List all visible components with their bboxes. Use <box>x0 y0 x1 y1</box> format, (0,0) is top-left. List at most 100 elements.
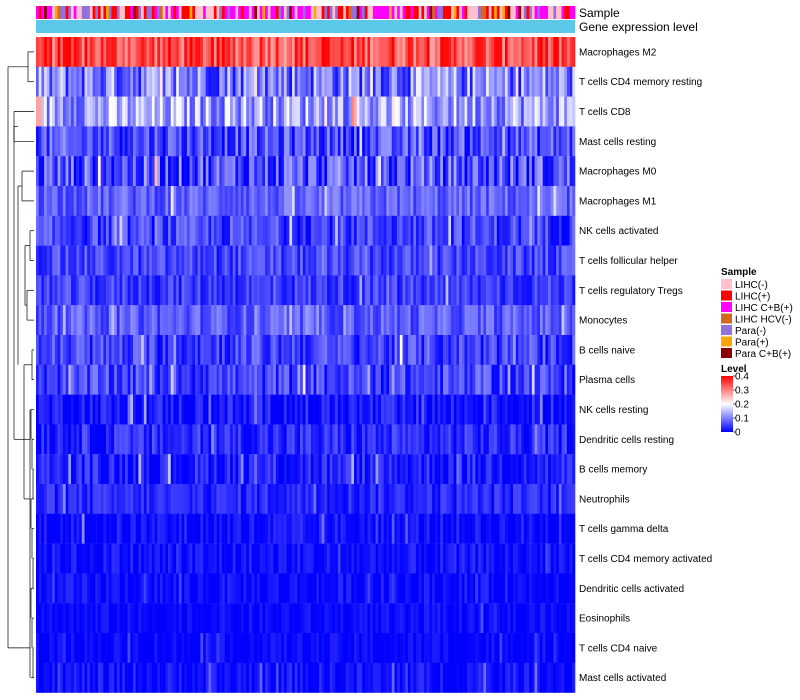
heatmap-cell <box>456 186 460 216</box>
heatmap-cell <box>300 454 304 485</box>
heatmap-cell <box>526 513 530 544</box>
heatmap-cell <box>281 245 285 276</box>
heatmap-cell <box>383 186 387 216</box>
heatmap-cell <box>154 633 158 663</box>
heatmap-cell <box>469 186 473 216</box>
heatmap-cell <box>351 126 355 157</box>
heatmap-cell <box>491 305 495 336</box>
sample-annotation-cell <box>510 6 514 19</box>
heatmap-cell <box>502 186 506 216</box>
heatmap-cell <box>429 96 433 127</box>
sample-legend-swatch <box>721 302 732 312</box>
sample-annotation-cell <box>151 6 155 19</box>
heatmap-cell <box>526 275 530 306</box>
heatmap-cell <box>496 37 500 67</box>
level-legend-tick-label: 0 <box>735 428 741 439</box>
heatmap-cell <box>542 424 546 455</box>
heatmap-cell <box>345 513 349 544</box>
heatmap-cell <box>329 424 333 455</box>
heatmap-cell <box>472 186 476 216</box>
sample-annotation-cell <box>41 6 45 19</box>
heatmap-cell <box>348 364 352 395</box>
heatmap-cell <box>394 275 398 306</box>
heatmap-cell <box>127 603 131 634</box>
sample-annotation-cell <box>168 6 172 19</box>
heatmap-cell <box>340 454 344 485</box>
heatmap-cell <box>270 335 274 365</box>
heatmap-cell <box>327 335 331 365</box>
heatmap-cell <box>60 66 64 97</box>
heatmap-cell <box>162 335 166 365</box>
heatmap-cell <box>36 662 39 693</box>
heatmap-cell <box>219 335 223 365</box>
heatmap-cell <box>483 37 487 67</box>
heatmap-cell <box>572 186 576 216</box>
heatmap-cell <box>111 305 115 336</box>
heatmap-cell <box>354 424 357 455</box>
heatmap-cell <box>340 126 344 157</box>
heatmap-cell <box>432 633 436 663</box>
heatmap-cell <box>499 275 503 306</box>
heatmap-cell <box>243 126 247 157</box>
heatmap-cell <box>424 364 428 395</box>
heatmap-cell <box>472 454 476 485</box>
heatmap-cell <box>141 305 145 336</box>
heatmap-cell <box>289 633 293 663</box>
heatmap-cell <box>106 662 110 693</box>
heatmap-cell <box>127 245 131 276</box>
heatmap-cell <box>270 245 274 276</box>
heatmap-cell <box>561 335 565 365</box>
heatmap-cell <box>224 662 228 693</box>
heatmap-cell <box>488 245 492 276</box>
heatmap-cell <box>79 275 83 306</box>
heatmap-cell <box>469 215 473 246</box>
heatmap-cell <box>278 454 282 485</box>
heatmap-cell <box>124 186 128 216</box>
heatmap-cell <box>211 186 215 216</box>
heatmap-cell <box>564 186 568 216</box>
heatmap-cell <box>302 245 306 276</box>
heatmap-cell <box>122 186 126 216</box>
heatmap-cell <box>54 394 58 425</box>
heatmap-cell <box>429 424 433 455</box>
heatmap-cell <box>200 513 204 544</box>
heatmap-cell <box>240 543 244 574</box>
heatmap-cell <box>205 364 209 395</box>
heatmap-cell <box>332 96 336 127</box>
heatmap-cell <box>143 454 147 485</box>
heatmap-cell <box>402 543 406 574</box>
heatmap-cell <box>378 543 382 574</box>
heatmap-cell <box>270 454 274 485</box>
heatmap-cell <box>310 335 314 365</box>
heatmap-cell <box>127 126 131 157</box>
heatmap-cell <box>151 186 155 216</box>
heatmap-cell <box>302 424 306 455</box>
heatmap-cell <box>275 335 279 365</box>
heatmap-cell <box>502 66 506 97</box>
heatmap-cell <box>483 335 487 365</box>
heatmap-cell <box>273 215 277 246</box>
heatmap-cell <box>76 513 80 544</box>
heatmap-cell <box>297 215 301 246</box>
heatmap-cell <box>386 215 390 246</box>
heatmap-cell <box>54 156 58 187</box>
heatmap-cell <box>283 603 287 634</box>
heatmap-cell <box>442 633 446 663</box>
heatmap-cell <box>480 543 484 574</box>
heatmap-cell <box>391 633 395 663</box>
heatmap-cell <box>480 573 484 604</box>
heatmap-cell <box>378 633 382 663</box>
heatmap-cell <box>380 573 384 604</box>
heatmap-cell <box>170 662 174 693</box>
heatmap-cell <box>310 394 314 425</box>
heatmap-cell <box>561 37 565 67</box>
heatmap-cell <box>375 66 379 97</box>
sample-annotation-cell <box>46 6 50 19</box>
heatmap-cell <box>510 96 514 127</box>
heatmap-cell <box>130 454 134 485</box>
heatmap-cell <box>354 543 357 574</box>
heatmap-cell <box>529 543 533 574</box>
heatmap-cell <box>451 66 455 97</box>
heatmap-cell <box>197 305 201 336</box>
heatmap-cell <box>327 394 331 425</box>
